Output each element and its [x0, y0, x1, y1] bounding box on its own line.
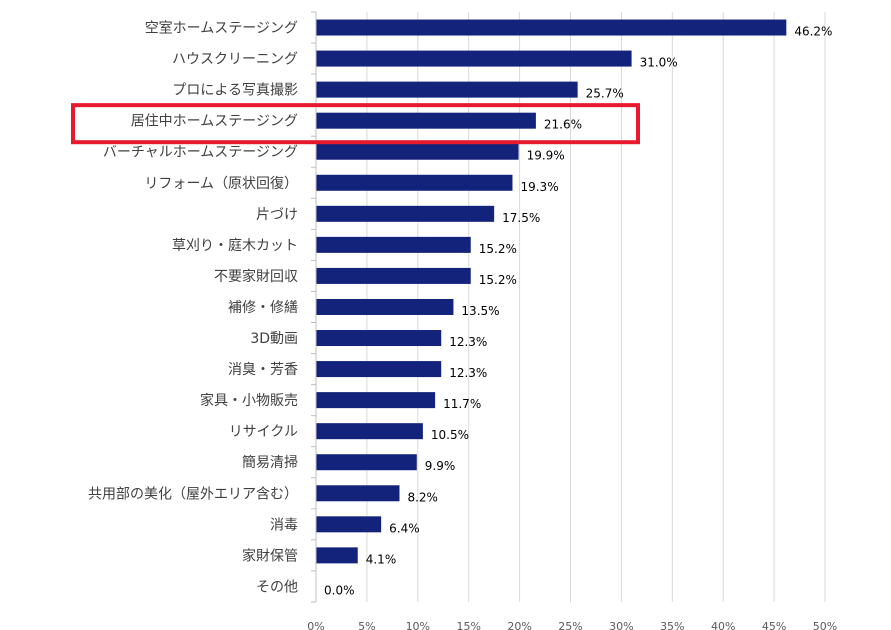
category-label: プロによる写真撮影	[172, 82, 298, 99]
value-label: 4.1%	[366, 552, 397, 566]
category-label: その他	[256, 579, 298, 595]
category-label: 居住中ホームステージング	[131, 114, 298, 130]
category-label: 共用部の美化（屋外エリア含む）	[88, 486, 298, 502]
bar	[316, 19, 787, 36]
value-label: 9.9%	[425, 459, 456, 473]
value-label: 19.9%	[527, 149, 565, 163]
category-label: 空室ホームステージング	[145, 20, 298, 37]
x-tick-label: 10%	[406, 620, 430, 630]
bar	[316, 330, 442, 347]
category-label: 消毒	[270, 517, 298, 533]
bar	[316, 392, 436, 409]
bars	[316, 19, 787, 564]
category-label: リサイクル	[229, 424, 298, 440]
bar	[316, 361, 442, 378]
category-label: バーチャルホームステージング	[103, 145, 298, 161]
category-label: 家具・小物販売	[200, 392, 298, 409]
bar	[316, 174, 513, 191]
bar	[316, 423, 423, 440]
category-label: リフォーム（原状回復）	[144, 175, 298, 192]
bar	[316, 267, 471, 284]
category-label: 家財保管	[242, 547, 298, 564]
x-tick-label: 0%	[307, 620, 324, 630]
value-label: 10.5%	[431, 428, 469, 442]
value-label: 13.5%	[461, 304, 499, 318]
value-label: 21.6%	[544, 118, 582, 132]
category-label: 不要家財回収	[214, 268, 298, 285]
bar	[316, 485, 400, 502]
x-tick-label: 40%	[711, 620, 735, 630]
value-label: 46.2%	[794, 25, 832, 39]
bar	[316, 547, 358, 564]
value-label: 19.3%	[520, 180, 558, 194]
value-label: 25.7%	[586, 87, 624, 101]
value-label: 15.2%	[479, 273, 517, 287]
x-tick-label: 5%	[358, 620, 375, 630]
category-label: 補修・修繕	[228, 300, 298, 316]
category-label: ハウスクリーニング	[172, 52, 298, 68]
category-label: 消臭・芳香	[228, 361, 298, 378]
x-tick-label: 20%	[507, 620, 531, 630]
gridlines	[311, 11, 826, 603]
x-tick-label: 30%	[609, 620, 633, 630]
value-label: 31.0%	[640, 56, 678, 70]
x-tick-label: 50%	[813, 620, 837, 630]
highlight-box	[71, 103, 640, 145]
value-label: 11.7%	[443, 397, 481, 411]
value-label: 6.4%	[389, 521, 420, 535]
x-tick-label: 25%	[558, 620, 582, 630]
bar	[316, 112, 536, 129]
value-label: 8.2%	[407, 490, 438, 504]
value-label: 12.3%	[449, 366, 487, 380]
value-label: 15.2%	[479, 242, 517, 256]
bar	[316, 298, 454, 315]
x-tick-label: 15%	[456, 620, 480, 630]
category-label: 3D動画	[250, 331, 298, 347]
value-label: 12.3%	[449, 335, 487, 349]
x-tick-label: 45%	[762, 620, 786, 630]
bar	[316, 81, 578, 98]
category-label: 草刈り・庭木カット	[172, 237, 298, 254]
value-label: 0.0%	[324, 583, 355, 597]
bar	[316, 50, 632, 67]
bar	[316, 205, 495, 222]
bar	[316, 454, 417, 471]
category-label: 簡易清掃	[242, 454, 298, 471]
bar	[316, 143, 519, 160]
x-tick-label: 35%	[660, 620, 684, 630]
category-label: 片づけ	[256, 207, 298, 223]
labels: 0% 5% 10% 15% 20% 25% 30% 35% 40% 45% 50% 空室ホームステージ…	[88, 20, 837, 630]
value-label: 17.5%	[502, 211, 540, 225]
bar	[316, 236, 471, 253]
bar	[316, 516, 382, 533]
